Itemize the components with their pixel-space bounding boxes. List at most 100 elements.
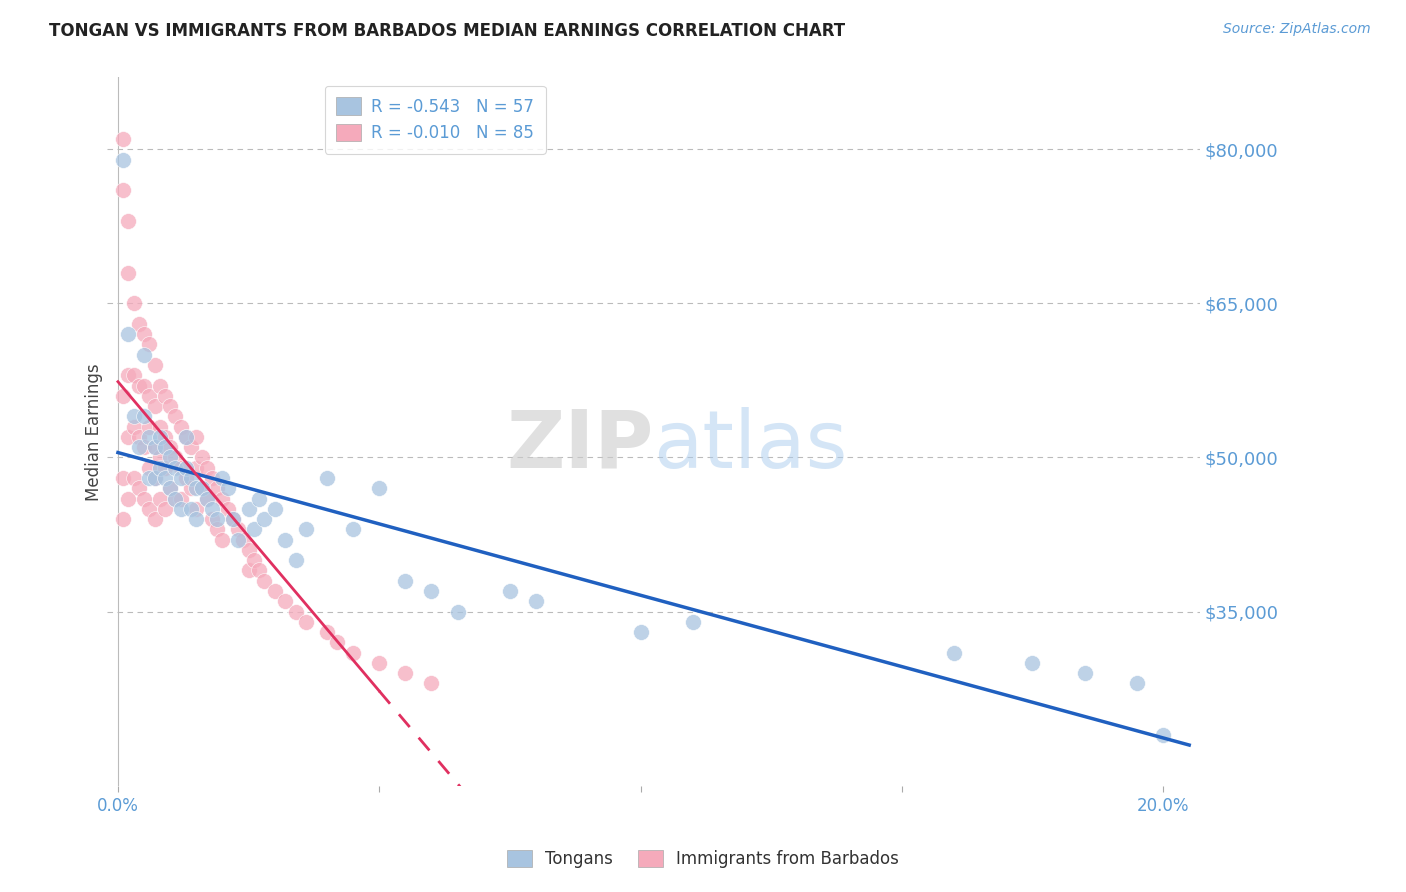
Point (243, 553, 266, 567)
Point (284, 605, 307, 619)
Point (326, 635, 349, 649)
Point (149, 430, 172, 444)
Point (159, 481, 181, 495)
Point (143, 358, 166, 372)
Point (149, 491, 172, 506)
Point (117, 327, 139, 342)
Point (132, 440, 155, 454)
Point (112, 471, 135, 485)
Point (316, 471, 339, 485)
Point (159, 399, 181, 413)
Point (201, 512, 224, 526)
Point (394, 666, 416, 681)
Point (217, 481, 239, 495)
Point (165, 491, 187, 506)
Point (682, 615, 704, 629)
Point (128, 317, 150, 331)
Point (132, 409, 155, 424)
Point (1073, 666, 1095, 681)
Point (149, 419, 172, 434)
Point (132, 491, 155, 506)
Point (186, 512, 208, 526)
Point (201, 471, 224, 485)
Point (153, 471, 176, 485)
Point (211, 471, 233, 485)
Point (342, 646, 364, 660)
Point (128, 430, 150, 444)
Point (186, 481, 208, 495)
Point (943, 646, 966, 660)
Text: ZIP: ZIP (506, 407, 654, 485)
Point (238, 564, 260, 578)
Point (169, 419, 191, 434)
Point (180, 440, 202, 454)
Point (165, 460, 187, 475)
Point (149, 378, 172, 392)
Point (368, 656, 391, 670)
Point (112, 153, 135, 167)
Point (132, 348, 155, 362)
Point (217, 501, 239, 516)
Point (112, 183, 135, 197)
Point (247, 564, 270, 578)
Point (226, 533, 249, 547)
Point (117, 266, 139, 280)
Point (190, 450, 212, 465)
Point (165, 491, 187, 506)
Point (143, 440, 166, 454)
Point (149, 450, 172, 465)
Point (263, 584, 285, 599)
Point (222, 512, 245, 526)
Point (122, 296, 145, 310)
Point (263, 501, 285, 516)
Point (295, 615, 318, 629)
Text: atlas: atlas (654, 407, 848, 485)
Point (238, 501, 260, 516)
Point (186, 460, 208, 475)
Point (122, 409, 145, 424)
Point (186, 430, 208, 444)
Point (174, 471, 197, 485)
Point (295, 522, 318, 536)
Point (186, 501, 208, 516)
Point (138, 471, 160, 485)
Point (122, 368, 145, 383)
Point (174, 460, 197, 475)
Point (159, 440, 181, 454)
Point (143, 399, 166, 413)
Point (247, 491, 270, 506)
Point (143, 440, 166, 454)
Point (153, 430, 176, 444)
Point (180, 471, 202, 485)
Point (138, 389, 160, 403)
Point (153, 389, 176, 403)
Y-axis label: Median Earnings: Median Earnings (86, 363, 103, 500)
Point (207, 481, 229, 495)
Point (165, 409, 187, 424)
Point (117, 214, 139, 228)
Point (190, 481, 212, 495)
Point (153, 460, 176, 475)
Point (117, 430, 139, 444)
Point (195, 491, 218, 506)
Point (159, 450, 181, 465)
Point (274, 594, 297, 608)
Point (1126, 676, 1149, 690)
Point (112, 389, 135, 403)
Point (138, 460, 160, 475)
Point (232, 533, 254, 547)
Point (122, 471, 145, 485)
Point (128, 481, 150, 495)
Point (112, 132, 135, 146)
Point (253, 574, 276, 588)
Point (153, 501, 176, 516)
Point (195, 491, 218, 506)
Point (420, 676, 443, 690)
Point (446, 605, 468, 619)
Point (153, 440, 176, 454)
Point (222, 512, 245, 526)
Point (284, 553, 307, 567)
Text: TONGAN VS IMMIGRANTS FROM BARBADOS MEDIAN EARNINGS CORRELATION CHART: TONGAN VS IMMIGRANTS FROM BARBADOS MEDIA… (49, 22, 845, 40)
Point (253, 512, 276, 526)
Point (1021, 656, 1043, 670)
